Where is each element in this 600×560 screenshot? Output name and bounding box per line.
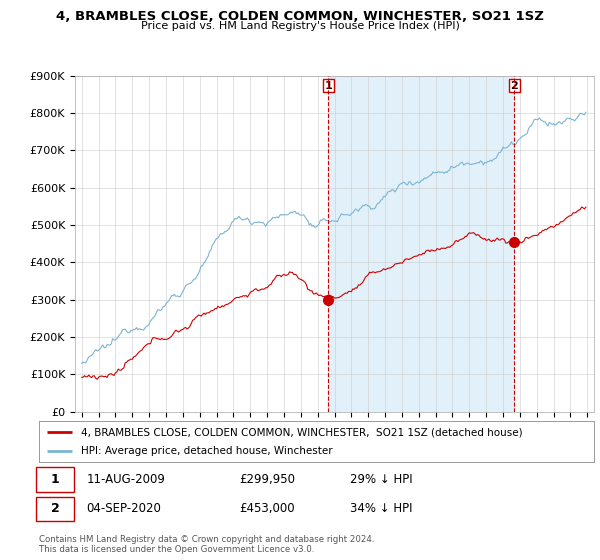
Text: 04-SEP-2020: 04-SEP-2020 (86, 502, 161, 515)
FancyBboxPatch shape (36, 467, 74, 492)
Text: HPI: Average price, detached house, Winchester: HPI: Average price, detached house, Winc… (80, 446, 332, 456)
Text: £453,000: £453,000 (239, 502, 295, 515)
Text: 34% ↓ HPI: 34% ↓ HPI (350, 502, 412, 515)
Text: 11-AUG-2009: 11-AUG-2009 (86, 473, 165, 486)
Text: 1: 1 (325, 81, 332, 91)
Text: 2: 2 (511, 81, 518, 91)
Text: 1: 1 (51, 473, 59, 486)
Text: 2: 2 (51, 502, 59, 515)
Bar (328, 76, 514, 412)
Text: £299,950: £299,950 (239, 473, 295, 486)
Text: Price paid vs. HM Land Registry's House Price Index (HPI): Price paid vs. HM Land Registry's House … (140, 21, 460, 31)
Text: 29% ↓ HPI: 29% ↓ HPI (350, 473, 412, 486)
Text: 4, BRAMBLES CLOSE, COLDEN COMMON, WINCHESTER,  SO21 1SZ (detached house): 4, BRAMBLES CLOSE, COLDEN COMMON, WINCHE… (80, 427, 522, 437)
Text: 4, BRAMBLES CLOSE, COLDEN COMMON, WINCHESTER, SO21 1SZ: 4, BRAMBLES CLOSE, COLDEN COMMON, WINCHE… (56, 10, 544, 22)
Text: Contains HM Land Registry data © Crown copyright and database right 2024.
This d: Contains HM Land Registry data © Crown c… (39, 535, 374, 554)
FancyBboxPatch shape (36, 497, 74, 521)
